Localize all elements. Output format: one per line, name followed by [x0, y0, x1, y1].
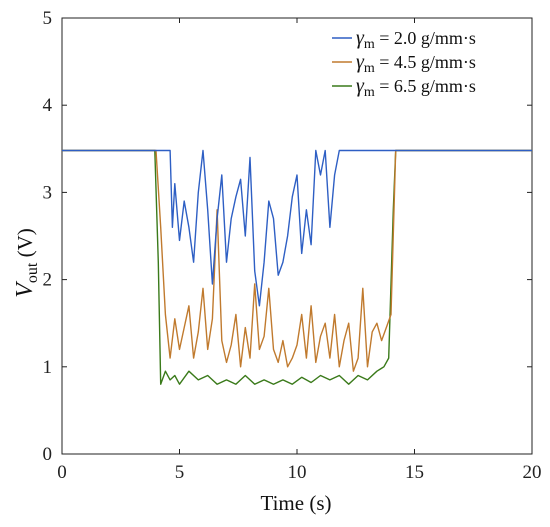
- legend-subscript: m: [364, 85, 375, 100]
- ticks-group: 0 5 10 15 20 0 1 2 3 4 5: [43, 8, 542, 483]
- series-line-3: [62, 149, 532, 385]
- series-group: [62, 149, 532, 385]
- plot-area: 0 5 10 15 20 0 1 2 3 4 5: [43, 8, 542, 483]
- x-tick-label: 20: [523, 462, 542, 483]
- legend-rest: = 2.0 g/mm·s: [375, 28, 476, 48]
- legend-entry: γm = 2.0 g/mm·s: [356, 27, 476, 52]
- x-tick-label: 10: [288, 462, 307, 483]
- x-tick-label: 15: [405, 462, 424, 483]
- y-axis-label-unit: (V): [13, 228, 37, 262]
- y-tick-label: 4: [43, 95, 53, 116]
- series-line-1: [62, 149, 532, 307]
- legend-symbol: γ: [356, 51, 365, 73]
- y-axis-label-main: V: [12, 281, 38, 298]
- y-tick-label: 0: [43, 444, 53, 465]
- legend-rest: = 6.5 g/mm·s: [375, 76, 476, 96]
- y-tick-label: 2: [43, 270, 53, 291]
- y-tick-label: 1: [43, 357, 53, 378]
- x-tick-label: 5: [175, 462, 185, 483]
- legend-entry: γm = 6.5 g/mm·s: [356, 75, 476, 100]
- y-axis-label-sub: out: [24, 262, 41, 283]
- y-tick-label: 5: [43, 8, 53, 29]
- x-tick-label: 0: [57, 462, 67, 483]
- y-axis-label: Vout (V): [12, 228, 41, 298]
- legend-rest: = 4.5 g/mm·s: [375, 52, 476, 72]
- legend-subscript: m: [364, 37, 375, 52]
- legend-symbol: γ: [356, 27, 365, 49]
- series-line-2: [62, 149, 532, 372]
- legend-symbol: γ: [356, 75, 365, 97]
- y-tick-label: 3: [43, 182, 53, 203]
- x-axis-label: Time (s): [261, 491, 332, 515]
- svg-text:Vout (V): Vout (V): [12, 228, 41, 298]
- legend: γm = 2.0 g/mm·sγm = 4.5 g/mm·sγm = 6.5 g…: [332, 27, 476, 100]
- legend-entry: γm = 4.5 g/mm·s: [356, 51, 476, 76]
- legend-subscript: m: [364, 61, 375, 76]
